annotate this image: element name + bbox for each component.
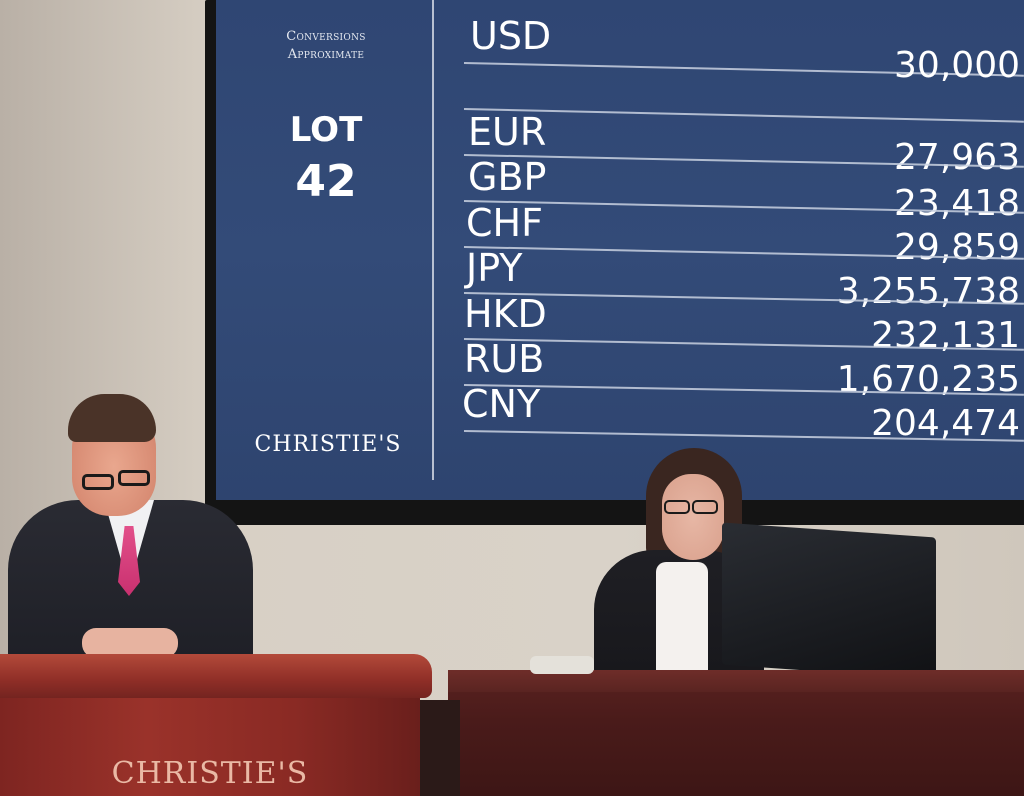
screen-brand-logo: CHRISTIE'S xyxy=(254,432,402,457)
header-rule xyxy=(463,108,1024,123)
floor-shadow xyxy=(420,700,460,796)
auctioneer-hair xyxy=(68,394,156,442)
clerk-blouse xyxy=(656,562,708,682)
desk-device xyxy=(530,656,594,674)
currency-value-eur: 27,963 xyxy=(894,137,1020,178)
lot-number: 42 xyxy=(295,156,357,207)
auctioneer-glasses-right xyxy=(118,470,150,486)
currency-value-chf: 29,859 xyxy=(894,227,1020,268)
podium-brand-logo: CHRISTIE'S xyxy=(111,756,309,791)
lot-label: LOT xyxy=(289,110,363,150)
primary-currency-code: USD xyxy=(470,14,552,58)
auction-podium xyxy=(0,690,420,796)
auctioneer-tie xyxy=(118,526,140,596)
conversions-note: Conversions Approximate xyxy=(246,28,406,64)
computer-monitor xyxy=(722,522,936,680)
auctioneer-hands xyxy=(82,628,178,658)
clerk-glasses-left xyxy=(664,500,690,514)
currency-code-chf: CHF xyxy=(466,201,543,245)
clerk-face xyxy=(662,474,724,560)
primary-currency-value: 30,000 xyxy=(894,45,1020,86)
auctioneer-glasses-left xyxy=(82,474,114,490)
currency-code-eur: EUR xyxy=(468,110,547,154)
currency-value-gbp: 23,418 xyxy=(894,183,1020,224)
clerk-desk-top xyxy=(448,670,1024,692)
currency-code-gbp: GBP xyxy=(468,155,547,199)
screen-divider xyxy=(432,0,434,480)
currency-code-rub: RUB xyxy=(464,337,545,381)
clerk-glasses-right xyxy=(692,500,718,514)
podium-top xyxy=(0,654,432,698)
conversions-note-line2: Approximate xyxy=(287,47,365,62)
currency-code-jpy: JPY xyxy=(466,246,523,290)
conversions-note-line1: Conversions xyxy=(286,29,366,44)
currency-code-hkd: HKD xyxy=(464,292,547,336)
currency-board: Conversions Approximate LOT 42 CHRISTIE'… xyxy=(216,0,1024,500)
currency-code-cny: CNY xyxy=(462,382,541,426)
currency-value-jpy: 3,255,738 xyxy=(836,271,1020,312)
